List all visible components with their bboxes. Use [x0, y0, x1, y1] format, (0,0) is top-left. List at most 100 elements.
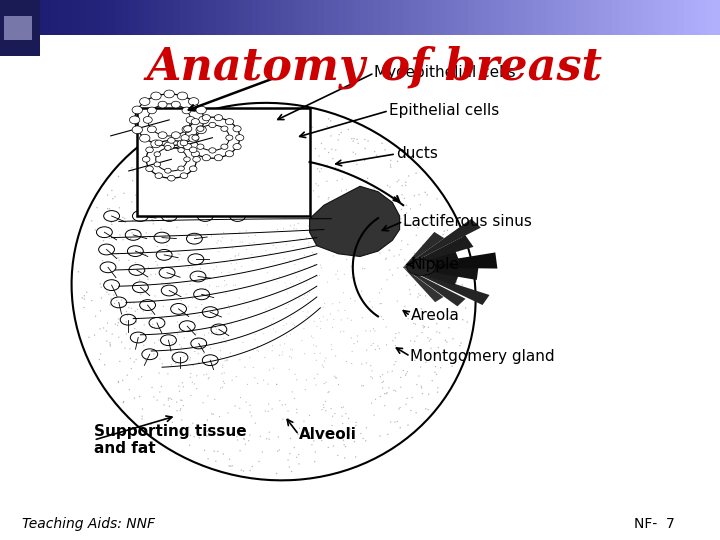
Point: [330, 352, 341, 360]
Point: [166, 395, 177, 404]
Circle shape: [192, 151, 199, 157]
Point: [96, 294, 107, 302]
Circle shape: [221, 144, 228, 150]
Point: [372, 234, 383, 243]
Point: [415, 216, 427, 225]
Point: [236, 262, 248, 271]
Point: [251, 192, 262, 200]
Point: [442, 307, 454, 316]
Point: [101, 288, 112, 296]
Point: [315, 324, 326, 333]
Point: [369, 345, 381, 354]
Point: [331, 176, 343, 185]
Point: [277, 415, 289, 423]
Point: [444, 288, 455, 297]
Point: [310, 230, 322, 239]
Point: [234, 447, 246, 455]
Point: [94, 325, 106, 333]
Point: [147, 168, 158, 177]
Point: [365, 373, 377, 381]
Point: [383, 246, 395, 254]
Point: [125, 354, 136, 363]
Point: [103, 290, 114, 299]
Point: [215, 326, 227, 335]
Point: [361, 346, 372, 354]
Point: [213, 282, 225, 291]
Point: [289, 260, 301, 269]
Point: [122, 311, 133, 320]
Point: [290, 164, 302, 173]
Point: [129, 286, 140, 295]
Point: [377, 139, 388, 147]
Point: [124, 345, 135, 353]
Point: [335, 328, 346, 336]
Point: [286, 354, 297, 362]
Point: [216, 369, 228, 378]
Point: [199, 331, 210, 340]
Point: [333, 380, 344, 389]
Text: ducts: ducts: [396, 146, 438, 161]
Point: [116, 338, 127, 347]
Bar: [281, 0, 288, 35]
Point: [431, 286, 442, 294]
Point: [384, 183, 396, 191]
Point: [225, 127, 237, 136]
Point: [244, 466, 256, 475]
Point: [343, 428, 354, 437]
Point: [302, 308, 314, 316]
Point: [351, 231, 362, 239]
Point: [228, 178, 239, 187]
Point: [346, 347, 358, 356]
Point: [345, 201, 356, 210]
Point: [289, 321, 300, 329]
Point: [359, 156, 370, 165]
Point: [183, 173, 194, 181]
Point: [183, 160, 194, 168]
Point: [423, 390, 434, 399]
Point: [460, 303, 472, 312]
Point: [392, 297, 403, 306]
Point: [434, 328, 446, 337]
Point: [114, 231, 126, 239]
Point: [395, 423, 406, 432]
Point: [425, 335, 436, 343]
Circle shape: [196, 106, 207, 114]
Point: [204, 344, 216, 353]
Bar: [497, 0, 504, 35]
Point: [191, 206, 202, 214]
Point: [426, 376, 438, 385]
Point: [382, 430, 394, 438]
Point: [111, 296, 122, 305]
Point: [289, 246, 300, 254]
Point: [299, 122, 310, 131]
Point: [167, 158, 179, 167]
Point: [271, 113, 282, 122]
Point: [369, 208, 380, 217]
Point: [94, 355, 105, 364]
Point: [173, 249, 184, 258]
Polygon shape: [403, 266, 479, 280]
Point: [330, 223, 341, 232]
Point: [78, 295, 90, 303]
Point: [226, 461, 238, 470]
Point: [128, 357, 140, 366]
Point: [366, 302, 378, 311]
Point: [288, 281, 300, 289]
Point: [318, 401, 329, 409]
Point: [146, 215, 158, 224]
Point: [173, 382, 184, 390]
Point: [224, 157, 235, 165]
Point: [379, 197, 390, 205]
Point: [257, 329, 269, 338]
Circle shape: [150, 140, 161, 148]
Point: [448, 289, 459, 298]
Point: [401, 271, 413, 280]
Point: [183, 263, 194, 272]
Point: [387, 336, 399, 345]
Point: [330, 270, 342, 279]
Point: [380, 255, 392, 264]
Point: [287, 320, 299, 328]
Point: [332, 451, 343, 460]
Point: [113, 333, 125, 342]
Point: [190, 174, 202, 183]
